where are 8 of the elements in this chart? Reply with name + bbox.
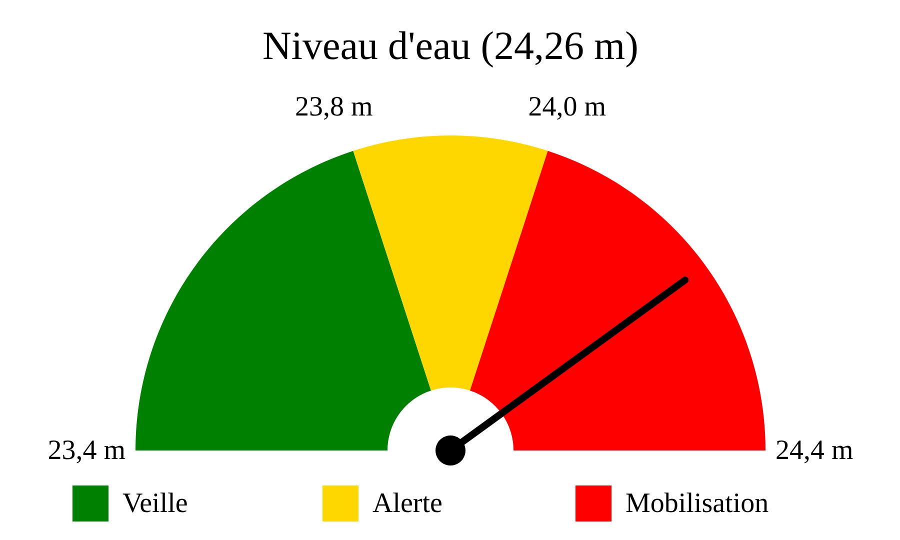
- text: 24,4 m: [776, 435, 854, 466]
- text: 23,8 m: [295, 91, 373, 122]
- legend-label: Veille: [122, 488, 188, 519]
- legend-label: Alerte: [372, 488, 442, 519]
- text: 23,4 m: [48, 435, 126, 466]
- chart-title: Niveau d'eau (24,26 m): [262, 23, 638, 68]
- legend-label: Mobilisation: [626, 488, 769, 519]
- text: 24,0 m: [528, 91, 606, 122]
